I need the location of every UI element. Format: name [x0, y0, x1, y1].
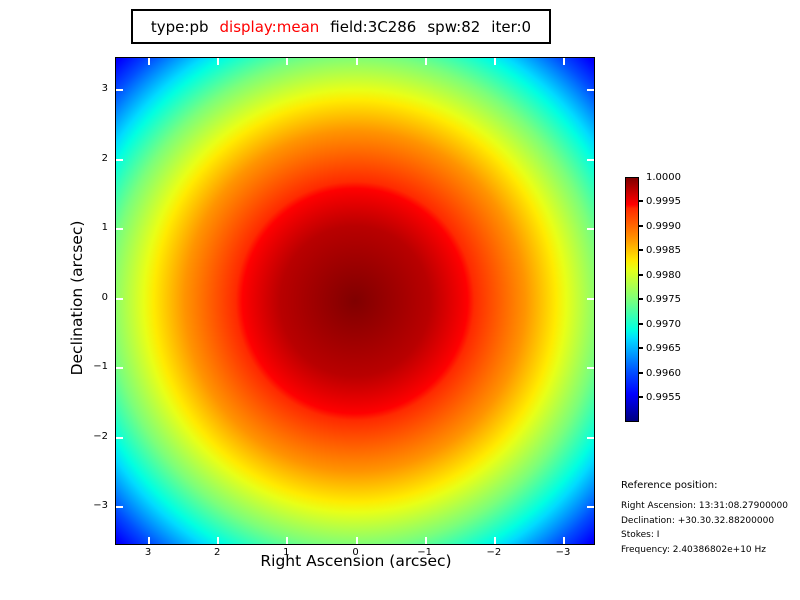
plot-tick — [217, 537, 220, 544]
x-axis-tick-label: 1 — [283, 547, 290, 558]
reference-line: Right Ascension: 13:31:08.27900000 — [621, 501, 788, 511]
plot-tick — [587, 297, 594, 300]
reference-line: Declination: +30.30.32.88200000 — [621, 515, 775, 526]
plot-tick — [587, 367, 594, 369]
plot-tick — [116, 297, 123, 300]
plot-tick — [563, 537, 566, 544]
colorbar-tick-label: 0.9995 — [646, 196, 681, 208]
y-axis-tick-label: 1 — [101, 222, 108, 233]
colorbar-tick-label: 0.9965 — [646, 343, 681, 355]
colorbar-tick — [639, 347, 643, 350]
beam-heatmap — [115, 57, 595, 545]
title-part: field:3C286 — [330, 17, 417, 36]
y-axis-tick-label: −1 — [93, 361, 108, 372]
plot-tick — [286, 537, 289, 544]
x-axis-tick-label: −3 — [555, 547, 571, 558]
plot-tick — [587, 228, 594, 230]
plot-tick — [116, 228, 123, 230]
colorbar-tick — [639, 396, 643, 399]
plot-tick — [116, 436, 123, 439]
colorbar-tick-label: 0.9975 — [646, 294, 681, 306]
plot-tick — [563, 58, 566, 65]
x-axis-tick-label: 2 — [213, 547, 221, 558]
plot-tick — [493, 58, 496, 65]
plot-tick — [587, 89, 594, 91]
plot-tick — [355, 537, 358, 544]
colorbar-tick-label: 0.9980 — [646, 269, 681, 281]
title-part: spw:82 — [427, 17, 481, 36]
colorbar-tick-label: 0.9970 — [646, 318, 681, 330]
plot-tick — [116, 158, 123, 161]
x-axis-tick-label: −2 — [486, 547, 502, 558]
colorbar-tick — [639, 298, 643, 301]
colorbar-tick — [639, 273, 643, 276]
x-axis-label: Right Ascension (arcsec) — [260, 552, 452, 570]
y-axis-tick-label: 2 — [101, 152, 108, 164]
plot-tick — [587, 506, 594, 508]
colorbar-tick — [639, 371, 643, 374]
plot-tick — [424, 537, 427, 544]
colorbar-tick-label: 1.0000 — [646, 172, 681, 183]
colorbar-tick-label: 0.9985 — [646, 245, 681, 257]
plot-title-box: type:pb display:mean field:3C286 spw:82 iter… — [131, 9, 551, 44]
y-axis-tick-label: 3 — [101, 83, 108, 94]
colorbar-tick-label: 0.9960 — [646, 367, 681, 379]
plot-tick — [587, 158, 594, 161]
plot-tick — [587, 436, 594, 439]
colorbar-tick — [639, 249, 643, 252]
plot-tick — [493, 537, 496, 544]
x-axis-tick-label: −1 — [417, 547, 433, 558]
plot-tick — [286, 58, 289, 65]
reference-line: Frequency: 2.40386802e+10 Hz — [621, 544, 767, 555]
colorbar-tick-label: 0.9990 — [646, 220, 681, 232]
x-axis-tick-label: 3 — [144, 547, 152, 558]
reference-heading: Reference position: — [621, 480, 718, 491]
title-part: iter:0 — [491, 17, 532, 36]
colorbar — [625, 177, 639, 422]
colorbar-tick — [639, 224, 643, 227]
title-part: type:pb — [150, 17, 209, 36]
y-axis-tick-label: 0 — [101, 291, 108, 303]
plot-tick — [116, 506, 123, 508]
colorbar-tick-label: 0.9955 — [646, 392, 681, 404]
reference-line: Stokes: I — [621, 530, 660, 541]
colorbar-tick — [639, 322, 643, 325]
plot-tick — [148, 537, 150, 544]
title-part: display:mean — [219, 17, 320, 36]
plot-tick — [424, 58, 427, 65]
plot-tick — [116, 89, 123, 91]
plot-tick — [116, 367, 123, 369]
y-axis-tick-label: −2 — [93, 430, 108, 442]
colorbar-tick — [639, 200, 643, 203]
y-axis-tick-label: −3 — [93, 500, 108, 511]
reference-position-block: Reference position: Right Ascension: 13:… — [621, 479, 788, 557]
plot-tick — [355, 58, 358, 65]
plot-tick — [148, 58, 150, 65]
x-axis-tick-label: 0 — [352, 547, 359, 558]
plot-tick — [217, 58, 220, 65]
